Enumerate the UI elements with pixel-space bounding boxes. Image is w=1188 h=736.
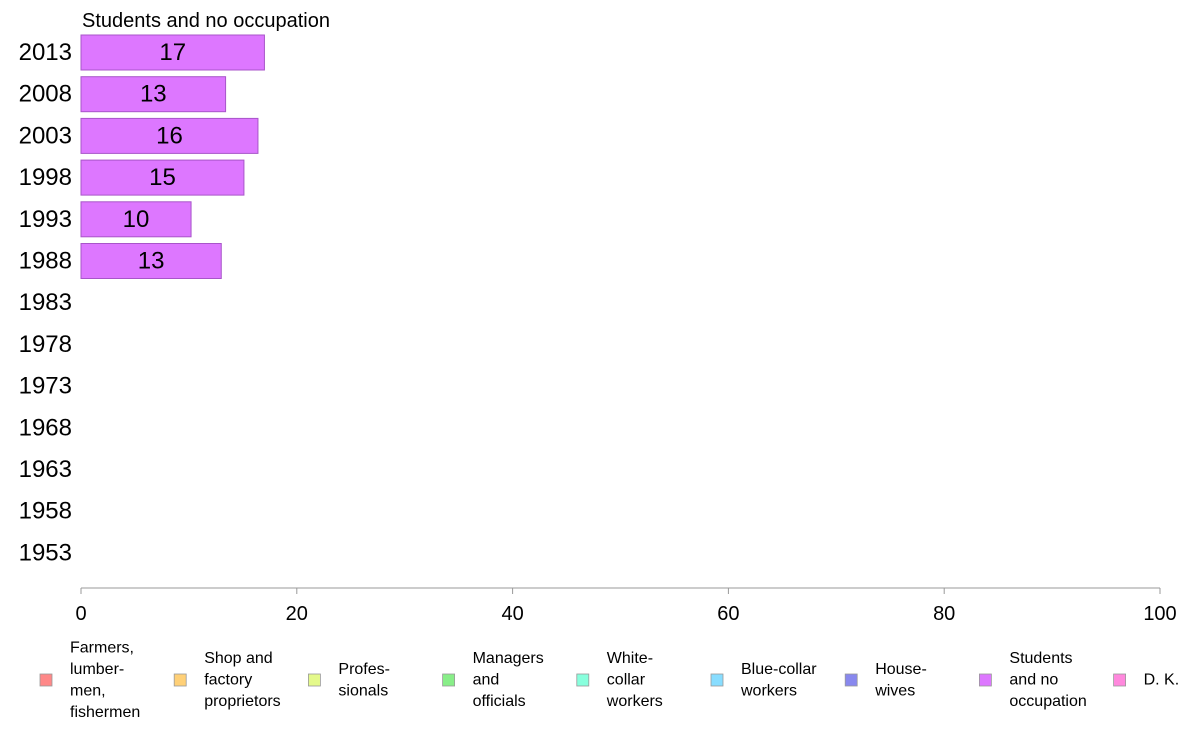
legend-label: and (473, 672, 500, 689)
legend-swatch (710, 673, 724, 687)
legend-swatch (173, 673, 187, 687)
bar-value-label: 13 (140, 81, 167, 108)
legend-label: men, (70, 682, 106, 699)
legend-swatch (442, 673, 456, 687)
legend-item: White-collar workers (576, 650, 663, 710)
bar-value-label: 10 (123, 206, 150, 233)
y-tick-label: 2013 (19, 39, 72, 66)
legend-swatch (1113, 673, 1126, 687)
legend-item: Farmers, lumber-men, fishermen (39, 639, 140, 721)
legend-label: lumber- (70, 661, 124, 678)
chart-title: Students and no occupation (82, 10, 330, 32)
legend-swatch (576, 673, 590, 687)
legend: Farmers, lumber-men, fishermen Shop and fact… (39, 639, 1180, 721)
legend-swatch (39, 673, 53, 687)
legend-label: Students (1009, 650, 1072, 667)
legend-item: Students and no occupation (979, 650, 1087, 710)
bar (80, 117, 259, 154)
y-tick-label: 2008 (19, 81, 72, 108)
legend-label: workers (606, 693, 663, 710)
legend-item: Blue-collar workers (710, 661, 817, 699)
y-tick-label: 2003 (19, 122, 72, 149)
y-tick-label: 1983 (19, 289, 72, 316)
legend-label: House- (875, 661, 927, 678)
bar (80, 201, 192, 238)
legend-swatch (307, 673, 321, 687)
y-tick-label: 1953 (19, 539, 72, 566)
legend-label: proprietors (204, 693, 280, 710)
y-tick-label: 1963 (19, 456, 72, 483)
bar (80, 76, 227, 113)
legend-label: White- (607, 650, 653, 667)
bar-value-label: 15 (149, 164, 176, 191)
y-tick-label: 1973 (19, 373, 72, 400)
bar (80, 34, 265, 71)
legend-label: Managers (473, 650, 544, 667)
legend-label: workers (740, 682, 797, 699)
legend-swatch (979, 673, 992, 687)
legend-label: wives (874, 682, 915, 699)
legend-label: collar (607, 672, 646, 689)
y-tick-label: 1978 (19, 331, 72, 358)
bar (80, 159, 245, 196)
legend-item: D. K. (1113, 672, 1180, 689)
x-tick-label: 40 (501, 603, 523, 625)
x-tick-label: 20 (286, 603, 308, 625)
y-tick-label: 1993 (19, 206, 72, 233)
x-tick-label: 80 (933, 603, 955, 625)
bar-value-label: 16 (156, 122, 183, 149)
legend-label: sionals (338, 682, 388, 699)
legend-label: D. K. (1144, 672, 1180, 689)
y-tick-label: 1968 (19, 414, 72, 441)
legend-label: occupation (1009, 693, 1086, 710)
bar-value-label: 13 (138, 248, 165, 275)
legend-label: factory (204, 672, 252, 689)
y-tick-label: 1958 (19, 498, 72, 525)
legend-swatch (844, 673, 858, 687)
y-tick-label: 1988 (19, 248, 72, 275)
y-axis-labels: 2013 2008 2003 1998 1993 1988 1983 1978 1973 1968… (19, 39, 72, 566)
y-tick-label: 1998 (19, 164, 72, 191)
legend-label: fishermen (70, 704, 140, 721)
legend-item: Managers and officials (442, 650, 544, 710)
x-tick-label: 100 (1143, 603, 1176, 625)
x-tick-label: 60 (717, 603, 739, 625)
legend-label: Blue-collar (741, 661, 817, 678)
legend-label: officials (473, 693, 526, 710)
legend-item: Shop and factory proprietors (173, 650, 281, 710)
bar (80, 243, 222, 279)
legend-item: Profes-sionals (307, 661, 390, 699)
legend-label: Shop and (204, 650, 273, 667)
legend-label: Farmers, (70, 639, 134, 656)
legend-label: Profes- (338, 661, 390, 678)
legend-item: House-wives (844, 661, 927, 699)
bar-value-label: 17 (159, 39, 186, 66)
x-axis: 0 20 40 60 80 100 (75, 587, 1177, 625)
legend-label: and no (1009, 672, 1058, 689)
bars: 17 13 16 15 10 13 (80, 34, 265, 279)
x-tick-label: 0 (75, 603, 86, 625)
